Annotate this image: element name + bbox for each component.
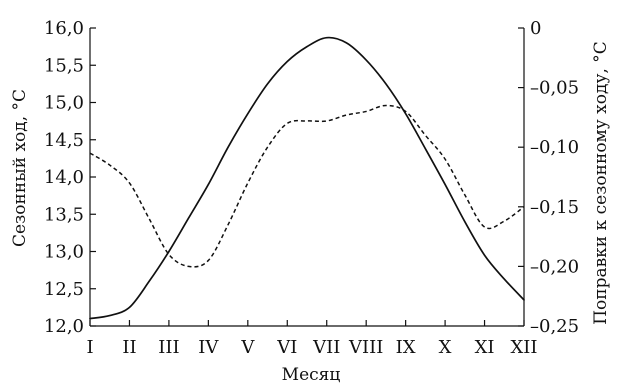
y-left-tick-label: 15,0 — [44, 93, 84, 114]
y-right-tick-label: 0 — [530, 18, 541, 39]
x-ticks: I II III IV V VI VII VIII IX X XI XII — [86, 320, 538, 358]
x-tick-label: X — [439, 337, 452, 358]
x-tick-label: IX — [396, 337, 416, 358]
y-left-tick-label: 13,0 — [44, 242, 84, 263]
x-tick-label: VIII — [348, 337, 383, 358]
y-left-tick-label: 15,5 — [44, 55, 84, 76]
y-left-tick-label: 14,5 — [44, 130, 84, 151]
y-right-tick-label: –0,20 — [530, 256, 579, 277]
y-right-tick-label: –0,10 — [530, 137, 579, 158]
x-tick-label: VI — [276, 337, 297, 358]
y-left-tick-label: 12,5 — [44, 279, 84, 300]
y-axis-right-title: Поправки к сезонному ходу, °C — [591, 41, 611, 325]
series-layer — [89, 36, 525, 320]
y-left-tick-label: 14,0 — [44, 167, 84, 188]
y-right-tick-label: –0,25 — [530, 316, 579, 337]
x-tick-label: III — [158, 337, 179, 358]
y-right-tick-label: –0,15 — [530, 197, 579, 218]
x-axis-title: Месяц — [282, 365, 341, 385]
correction-series-line — [89, 104, 525, 268]
x-tick-label: VII — [312, 337, 340, 358]
x-tick-label: IV — [198, 337, 219, 358]
y-axis-left-title: Сезонный ход, °C — [10, 89, 30, 247]
y-left-tick-label: 13,5 — [44, 204, 84, 225]
x-tick-label: I — [86, 337, 93, 358]
x-tick-label: V — [240, 337, 255, 358]
y-right-ticks: 0 –0,05 –0,10 –0,15 –0,20 –0,25 — [518, 18, 579, 337]
y-left-tick-label: 12,0 — [44, 316, 84, 337]
y-left-tick-label: 16,0 — [44, 18, 84, 39]
x-tick-label: II — [122, 337, 136, 358]
seasonal-series-line — [89, 36, 525, 320]
x-tick-label: XII — [510, 337, 537, 358]
axes — [89, 28, 525, 327]
y-left-ticks: 12,0 12,5 13,0 13,5 14,0 14,5 15,0 15,5 16,0 — [44, 18, 96, 337]
y-right-tick-label: –0,05 — [530, 78, 579, 99]
x-tick-label: XI — [475, 337, 495, 358]
